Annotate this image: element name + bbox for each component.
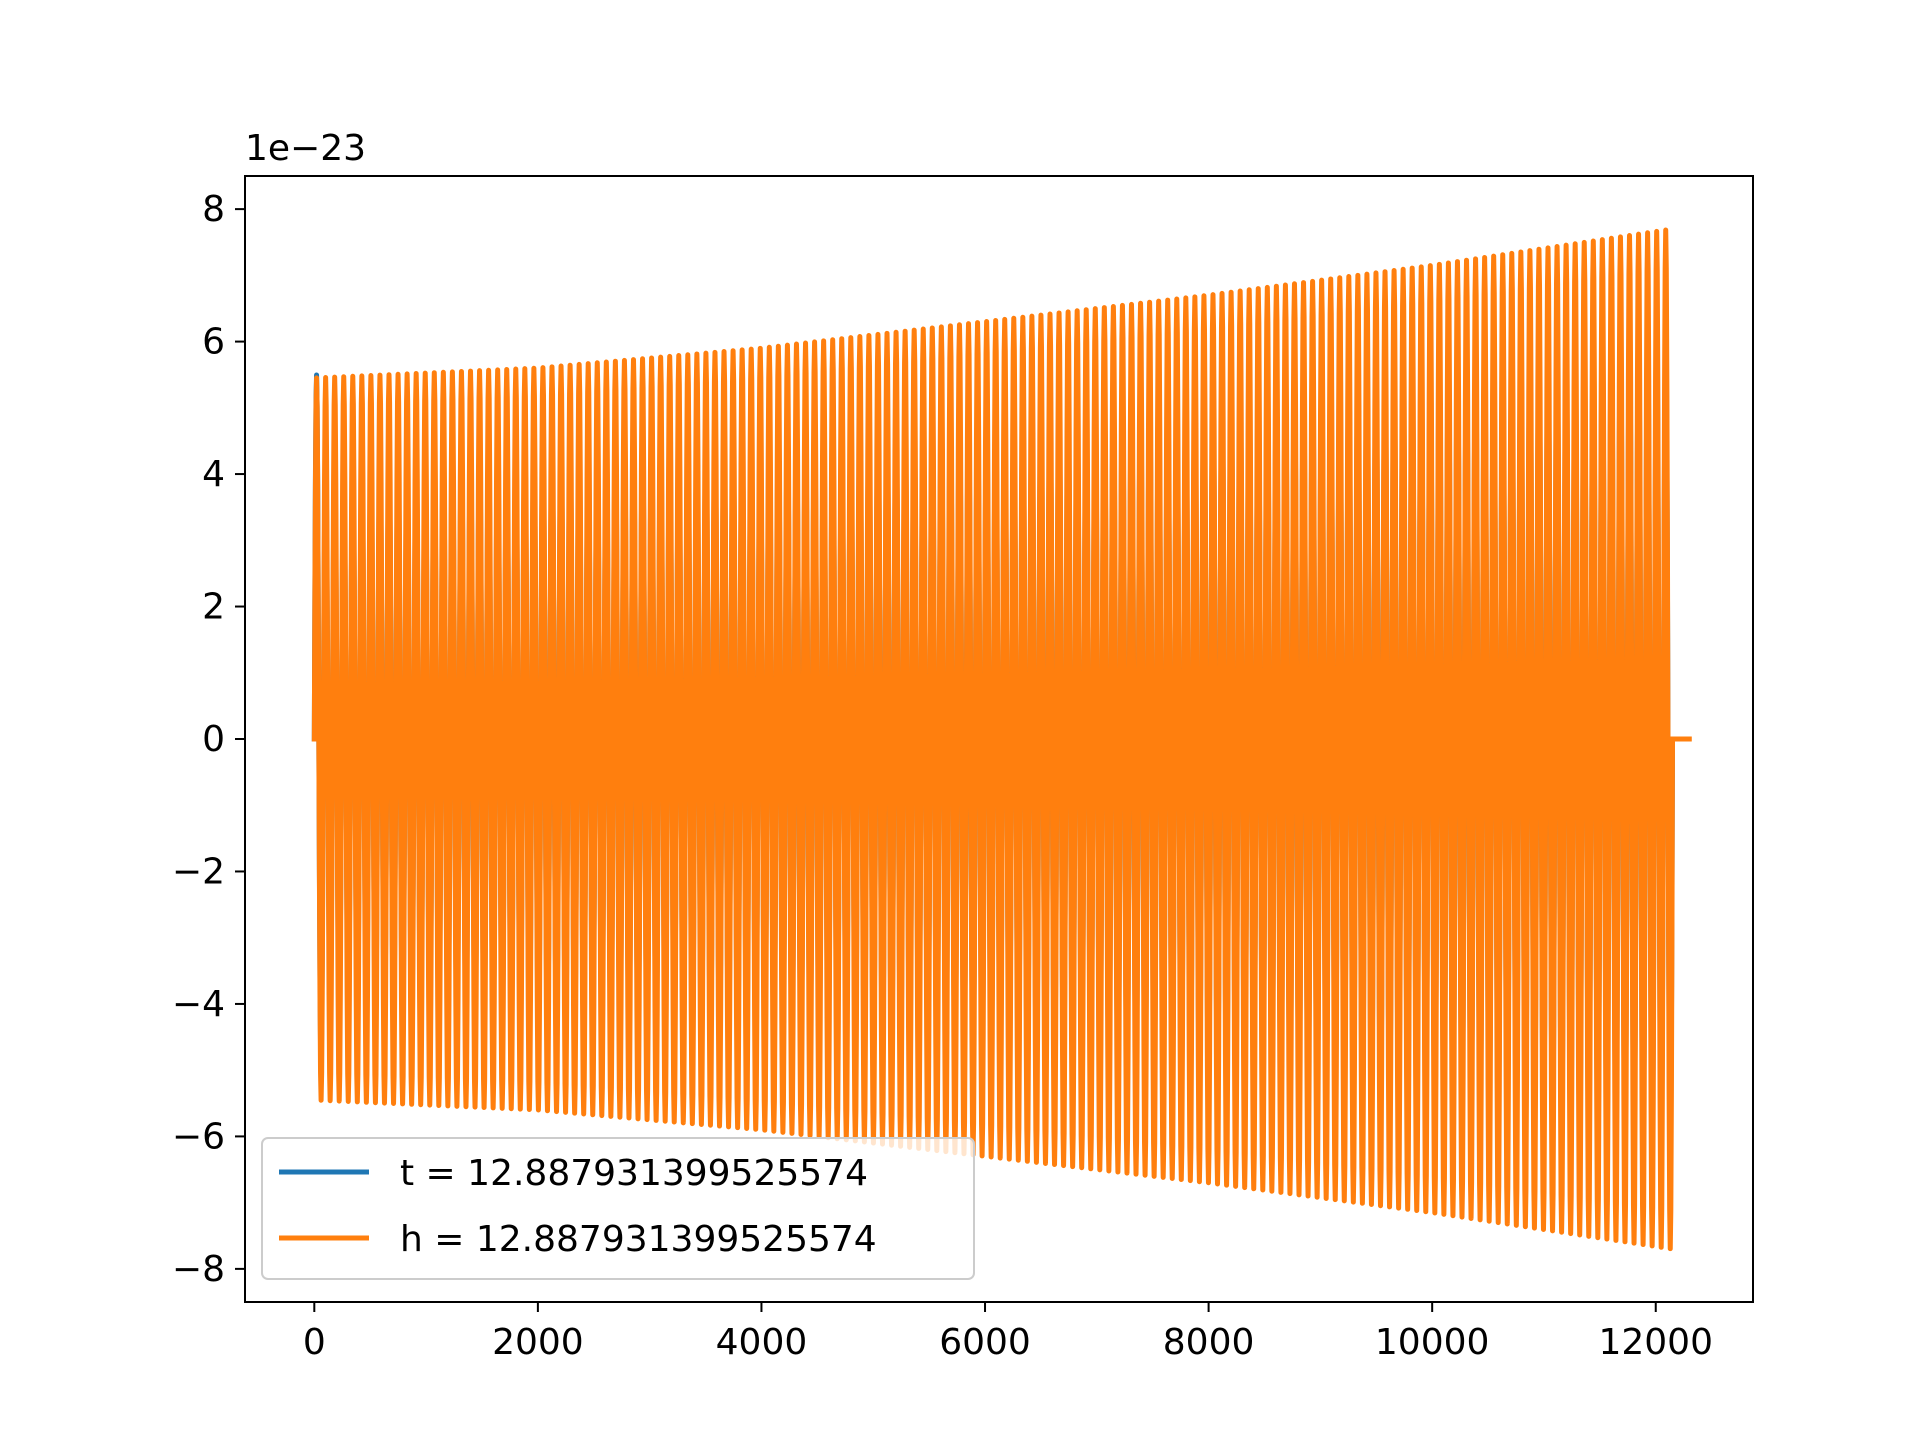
x-tick-label: 0 xyxy=(303,1322,326,1363)
x-tick-label: 4000 xyxy=(716,1322,808,1363)
y-tick-label: −6 xyxy=(172,1116,225,1157)
legend-label-h: h = 12.887931399525574 xyxy=(400,1219,877,1260)
y-offset-label: 1e−23 xyxy=(245,128,366,169)
legend: t = 12.887931399525574 h = 12.8879313995… xyxy=(261,1137,975,1280)
y-tick-label: 0 xyxy=(202,719,225,760)
y-axis: −8 −6 −4 −2 0 2 4 6 8 xyxy=(172,189,245,1290)
x-tick-label: 2000 xyxy=(492,1322,584,1363)
x-tick-label: 6000 xyxy=(939,1322,1031,1363)
y-tick-label: 8 xyxy=(202,189,225,230)
series-layer xyxy=(311,227,1692,1252)
x-tick-label: 10000 xyxy=(1375,1322,1490,1363)
x-axis: 0 2000 4000 6000 8000 10000 12000 xyxy=(303,1302,1713,1363)
y-tick-label: 2 xyxy=(202,587,225,628)
y-tick-label: 4 xyxy=(202,454,225,495)
x-tick-label: 12000 xyxy=(1598,1322,1713,1363)
legend-box xyxy=(261,1137,975,1280)
y-tick-label: −8 xyxy=(172,1249,225,1290)
y-tick-label: −4 xyxy=(172,984,225,1025)
y-tick-label: −2 xyxy=(172,851,225,892)
legend-label-t: t = 12.887931399525574 xyxy=(400,1153,868,1194)
y-tick-label: 6 xyxy=(202,322,225,363)
series-line-1 xyxy=(311,227,1692,1252)
x-tick-label: 8000 xyxy=(1163,1322,1255,1363)
